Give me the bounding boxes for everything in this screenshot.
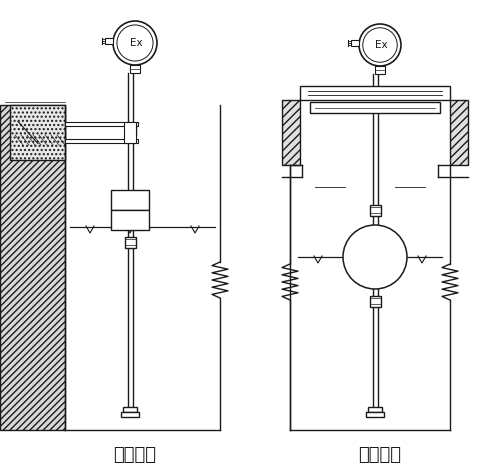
Bar [370, 205, 380, 216]
Bar [370, 295, 380, 306]
Bar [450, 100, 468, 165]
Bar [375, 66, 385, 74]
Bar [123, 407, 137, 412]
Circle shape [359, 24, 401, 66]
Circle shape [343, 225, 407, 289]
Bar [300, 86, 450, 100]
Bar [282, 100, 300, 165]
Bar [130, 65, 140, 73]
Bar [111, 190, 149, 210]
Circle shape [113, 21, 157, 65]
Bar [0, 105, 65, 430]
Bar [366, 412, 384, 417]
Bar [105, 38, 113, 44]
Bar [10, 105, 65, 160]
Bar [124, 122, 136, 143]
Text: Ex: Ex [374, 40, 388, 50]
Bar [111, 210, 149, 230]
Text: 法兰固定: 法兰固定 [358, 446, 402, 464]
Bar [124, 237, 136, 247]
Bar [310, 102, 440, 113]
Bar [65, 122, 138, 126]
Bar [10, 105, 65, 160]
Text: 架装固定: 架装固定 [114, 446, 156, 464]
Text: Ex: Ex [130, 38, 142, 48]
Bar [368, 407, 382, 412]
Bar [121, 412, 139, 417]
Bar [65, 139, 138, 143]
Bar [124, 124, 136, 135]
Bar [351, 40, 359, 46]
